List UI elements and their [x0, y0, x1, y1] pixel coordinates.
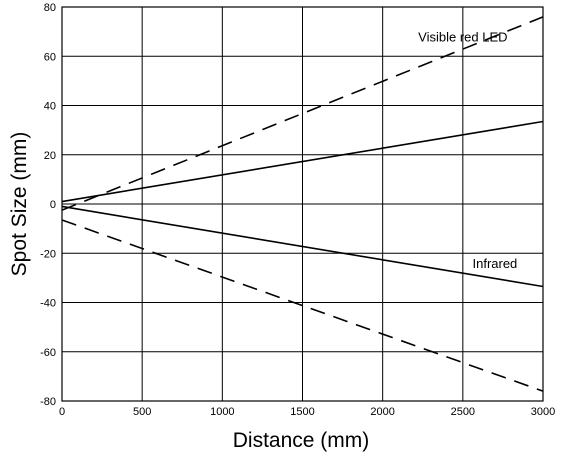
annotation-visible-label: Visible red LED — [418, 29, 507, 44]
plot-frame — [61, 6, 544, 402]
series-line-visible-upper — [61, 16, 544, 211]
y-tick-label: -80 — [40, 396, 56, 408]
y-tick-label: 80 — [44, 2, 56, 14]
x-tick-label: 3000 — [531, 406, 555, 418]
annotation-infrared-label: Infrared — [472, 256, 517, 271]
series-line-infrared-upper — [61, 120, 544, 203]
y-tick-label: -60 — [40, 347, 56, 359]
series-group — [61, 16, 544, 392]
y-tick-label: -40 — [40, 298, 56, 310]
x-axis-title: Distance (mm) — [233, 429, 370, 452]
x-tick-label: 2500 — [451, 406, 475, 418]
x-tick-label: 1500 — [290, 406, 314, 418]
series-line-visible-lower — [61, 219, 544, 392]
x-axis-ticks: 0 500 1000 1500 2000 2500 3000 — [59, 406, 555, 418]
annotations: Visible red LED Infrared — [418, 29, 517, 271]
x-tick-label: 1000 — [210, 406, 234, 418]
x-tick-label: 500 — [133, 406, 151, 418]
grid — [61, 6, 544, 402]
x-tick-label: 2000 — [370, 406, 394, 418]
y-tick-label: 0 — [50, 199, 56, 211]
x-tick-label: 0 — [59, 406, 65, 418]
y-tick-label: 60 — [44, 51, 56, 63]
y-tick-label: -20 — [40, 248, 56, 260]
y-axis-title: Spot Size (mm) — [8, 132, 31, 277]
series-line-infrared-lower — [61, 205, 544, 288]
y-tick-label: 20 — [44, 150, 56, 162]
y-axis-ticks: 80 60 40 20 0 -20 -40 -60 -80 — [40, 2, 56, 408]
y-tick-label: 40 — [44, 101, 56, 113]
